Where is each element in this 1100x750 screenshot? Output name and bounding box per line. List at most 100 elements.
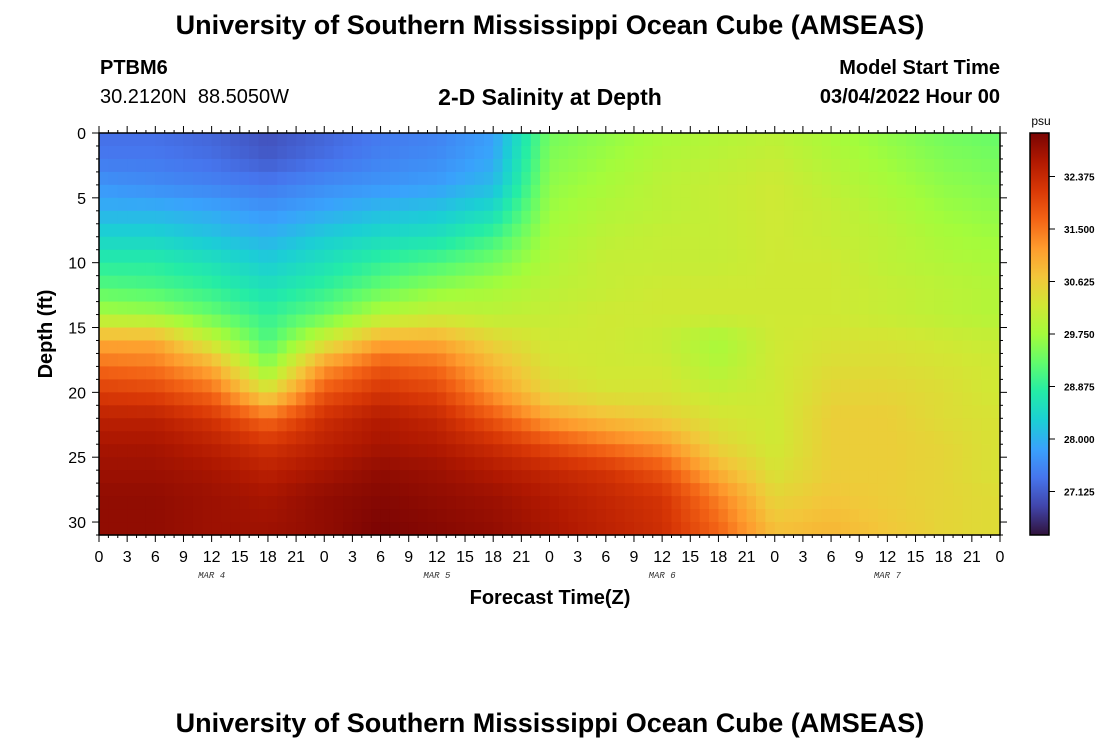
heatmap-cell [493,457,504,471]
heatmap-cell [868,379,879,393]
heatmap-cell [296,340,307,355]
heatmap-cell [718,145,729,160]
heatmap-cell [943,210,954,225]
heatmap-cell [793,444,804,458]
heatmap-cell [427,457,438,471]
heatmap-cell [389,223,400,238]
heatmap-cell [868,236,879,251]
heatmap-cell [868,314,879,329]
heatmap-cell [324,262,335,277]
heatmap-cell [549,197,560,212]
x-tick-label: 3 [573,549,582,566]
heatmap-cell [239,184,250,199]
heatmap-cell [896,353,907,368]
heatmap-cell [352,158,363,173]
heatmap-cell [605,301,616,316]
heatmap-cell [962,197,973,212]
heatmap-cell [436,457,447,471]
heatmap-cell [211,496,222,510]
heatmap-cell [652,431,663,445]
heatmap-cell [699,184,710,199]
heatmap-cell [943,444,954,458]
heatmap-cell [314,470,325,484]
colorbar-tick-label: 28.000 [1064,435,1095,446]
heatmap-cell [652,327,663,342]
heatmap-cell [896,496,907,510]
heatmap-cell [877,457,888,471]
heatmap-cell [971,353,982,368]
heatmap-cell [371,262,382,277]
heatmap-cell [774,236,785,251]
heatmap-cell [981,509,992,523]
heatmap-cell [474,496,485,510]
heatmap-cell [455,418,466,432]
heatmap-cell [389,184,400,199]
heatmap-cell [868,444,879,458]
heatmap-cell [314,301,325,316]
heatmap-cell [314,405,325,419]
heatmap-cell [540,444,551,458]
heatmap-cell [831,197,842,212]
heatmap-cell [821,314,832,329]
heatmap-cell [446,496,457,510]
heatmap-cell [802,444,813,458]
heatmap-cell [953,509,964,523]
heatmap-cell [474,379,485,393]
heatmap-cell [352,509,363,523]
heatmap-cell [230,249,241,264]
heatmap-cell [286,379,297,393]
heatmap-cell [465,288,476,303]
heatmap-cell [183,210,194,225]
heatmap-cell [258,444,269,458]
heatmap-cell [399,210,410,225]
heatmap-cell [136,431,147,445]
heatmap-cell [174,249,185,264]
heatmap-cell [877,340,888,355]
heatmap-cell [755,509,766,523]
heatmap-cell [812,145,823,160]
heatmap-cell [249,301,260,316]
heatmap-cell [436,197,447,212]
heatmap-cell [174,366,185,380]
heatmap-cell [540,457,551,471]
heatmap-cell [831,184,842,199]
heatmap-cell [239,522,250,536]
heatmap-cell [587,405,598,419]
heatmap-cell [802,223,813,238]
heatmap-cell [868,288,879,303]
heatmap-cell [380,405,391,419]
heatmap-cell [981,366,992,380]
heatmap-cell [371,236,382,251]
heatmap-cell [465,301,476,316]
heatmap-cell [502,223,513,238]
heatmap-cell [990,470,1001,484]
heatmap-cell [99,509,109,523]
heatmap-cell [953,262,964,277]
heatmap-cell [314,444,325,458]
heatmap-cell [690,509,701,523]
heatmap-cell [896,327,907,342]
heatmap-cell [671,457,682,471]
heatmap-cell [540,392,551,406]
heatmap-cell [258,457,269,471]
heatmap-cell [324,314,335,329]
heatmap-cell [577,405,588,419]
heatmap-cell [202,314,213,329]
heatmap-cell [577,444,588,458]
heatmap-cell [333,379,344,393]
heatmap-cell [296,223,307,238]
heatmap-cell [831,405,842,419]
heatmap-cell [662,353,673,368]
heatmap-cell [540,223,551,238]
heatmap-cell [558,496,569,510]
heatmap-cell [568,275,579,290]
heatmap-cell [511,366,522,380]
heatmap-cell [408,314,419,329]
heatmap-cell [267,158,278,173]
heatmap-cell [540,314,551,329]
heatmap-cell [699,496,710,510]
heatmap-cell [521,366,532,380]
heatmap-cell [465,340,476,355]
heatmap-cell [812,470,823,484]
heatmap-cell [718,171,729,186]
